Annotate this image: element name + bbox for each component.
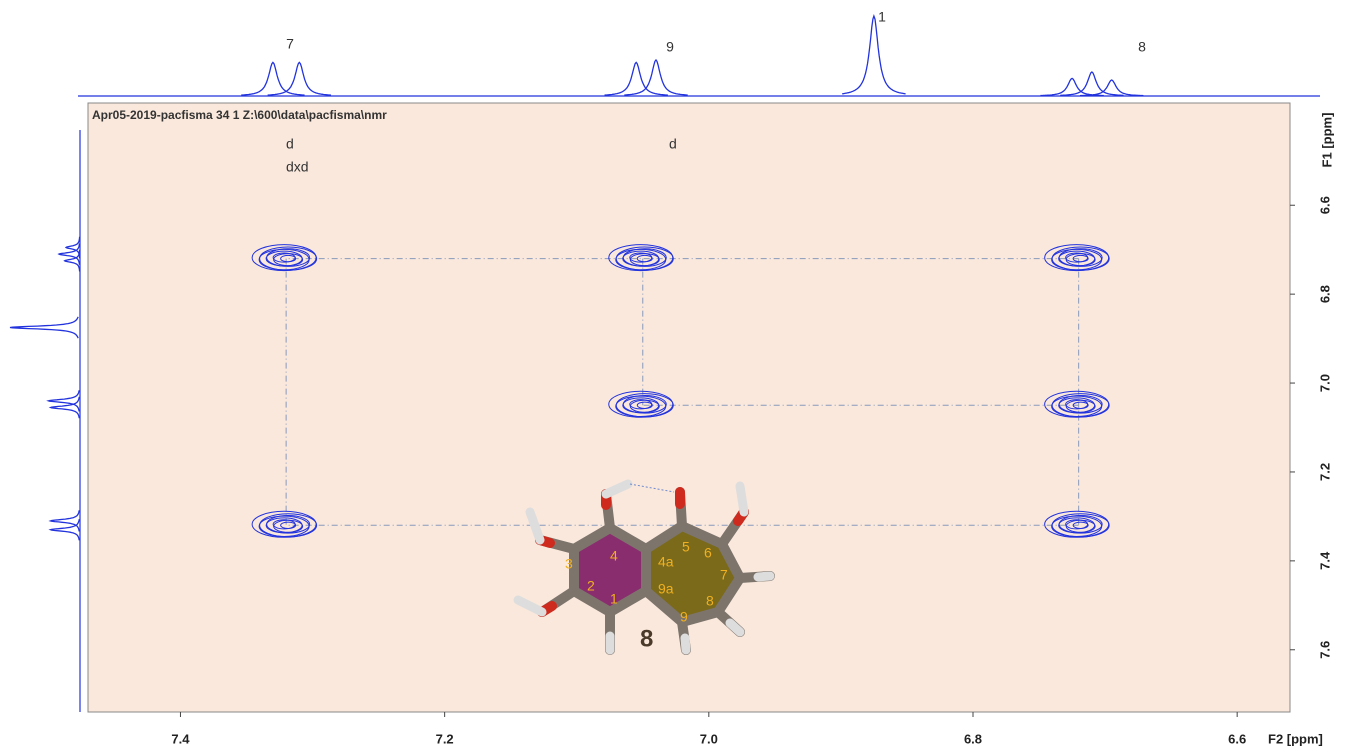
atom-label: 5 xyxy=(682,539,690,555)
annotation: d xyxy=(286,136,294,152)
compound-label: 8 xyxy=(640,625,653,652)
x-tick-label: 7.4 xyxy=(171,731,190,746)
x-axis-label: F2 [ppm] xyxy=(1268,731,1323,746)
atom-label: 4a xyxy=(658,554,674,570)
y-tick-label: 7.4 xyxy=(1317,551,1332,570)
x-tick-label: 6.8 xyxy=(964,731,982,746)
atom-label: 3 xyxy=(565,556,573,572)
chart: Apr05-2019-pacfisma 34 1 Z:\600\data\pac… xyxy=(0,0,1348,749)
x-tick-label: 7.2 xyxy=(436,731,454,746)
x-tick-label: 6.6 xyxy=(1228,731,1246,746)
atom-label: 1 xyxy=(610,591,618,607)
spectrum-line xyxy=(842,16,905,94)
annotation: dxd xyxy=(286,159,309,175)
y-tick-label: 6.6 xyxy=(1317,196,1332,214)
spectrum-line xyxy=(1040,78,1103,95)
spectrum-line xyxy=(10,317,78,338)
spectrum-line xyxy=(1080,80,1143,96)
atom-label: 9a xyxy=(658,581,674,597)
peak-label: 9 xyxy=(666,39,674,55)
atom-label: 4 xyxy=(610,548,618,564)
chart-title: Apr05-2019-pacfisma 34 1 Z:\600\data\pac… xyxy=(92,108,387,122)
spectrum-line xyxy=(241,62,304,95)
peak-label: 8 xyxy=(1138,39,1146,55)
atom-label: 8 xyxy=(706,593,714,609)
y-tick-label: 7.6 xyxy=(1317,641,1332,659)
y-tick-label: 6.8 xyxy=(1317,285,1332,303)
spectrum-line xyxy=(268,62,331,95)
spectrum-line xyxy=(624,60,687,95)
x-tick-label: 7.0 xyxy=(700,731,718,746)
atom-label: 7 xyxy=(720,567,728,583)
atom-label: 6 xyxy=(704,545,712,561)
peak-label: 7 xyxy=(286,36,294,52)
atom-label: 2 xyxy=(587,578,595,594)
peak-label: 1 xyxy=(878,9,886,25)
spectrum-line xyxy=(66,237,80,258)
y-tick-label: 7.0 xyxy=(1317,374,1332,392)
atom-label: 9 xyxy=(680,609,688,625)
annotation: d xyxy=(669,136,677,152)
y-tick-label: 7.2 xyxy=(1317,463,1332,481)
y-axis-label: F1 [ppm] xyxy=(1319,113,1334,168)
